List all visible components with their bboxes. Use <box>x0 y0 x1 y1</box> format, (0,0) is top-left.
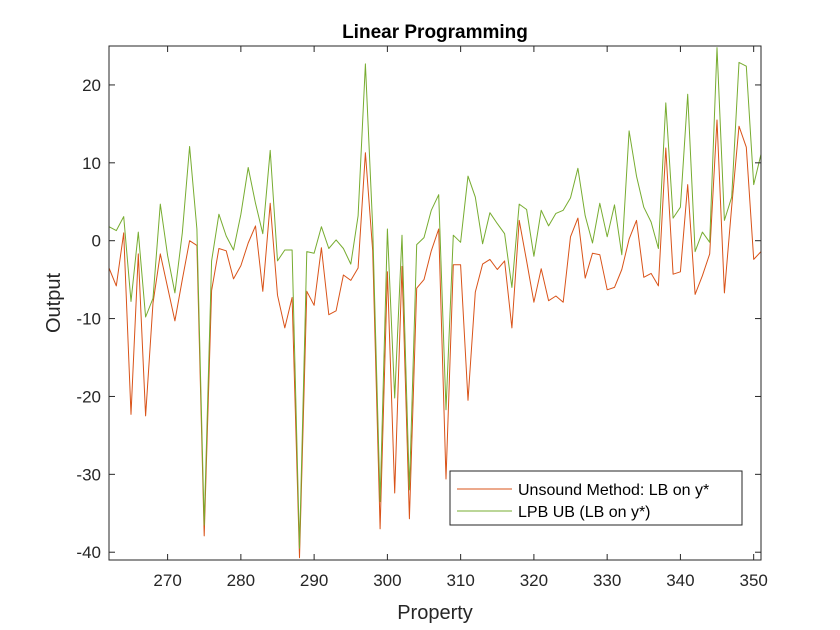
legend: Unsound Method: LB on y* LPB UB (LB on y… <box>449 470 743 526</box>
x-tick-label: 350 <box>739 571 767 590</box>
x-tick-label: 280 <box>227 571 255 590</box>
x-tick-label: 290 <box>300 571 328 590</box>
x-tick-label: 310 <box>446 571 474 590</box>
y-tick-label: 20 <box>82 76 101 95</box>
x-axis: 270 280 290 300 310 320 330 340 350 <box>153 46 768 590</box>
legend-label-lpb: LPB UB (LB on y*) <box>518 504 651 521</box>
x-axis-title: Property <box>397 602 473 624</box>
y-tick-label: 10 <box>82 154 101 173</box>
x-tick-label: 300 <box>373 571 401 590</box>
x-tick-label: 270 <box>153 571 181 590</box>
series-line-lpb <box>108 47 762 549</box>
series-layer <box>108 47 762 559</box>
axes-box <box>108 45 762 561</box>
y-tick-label: 0 <box>92 232 101 251</box>
x-tick-label: 330 <box>593 571 621 590</box>
y-tick-label: -10 <box>76 310 101 329</box>
legend-box <box>449 470 743 526</box>
y-tick-label: -20 <box>76 387 101 406</box>
x-tick-label: 320 <box>520 571 548 590</box>
y-axis-title: Output <box>43 273 65 333</box>
series-line-unsound <box>108 119 762 559</box>
y-tick-label: -40 <box>76 543 101 562</box>
x-tick-label: 340 <box>666 571 694 590</box>
y-tick-label: -30 <box>76 465 101 484</box>
legend-label-unsound: Unsound Method: LB on y* <box>518 482 709 499</box>
y-axis: -40 -30 -20 -10 0 10 20 <box>76 76 761 562</box>
chart-title: Linear Programming <box>342 22 528 43</box>
